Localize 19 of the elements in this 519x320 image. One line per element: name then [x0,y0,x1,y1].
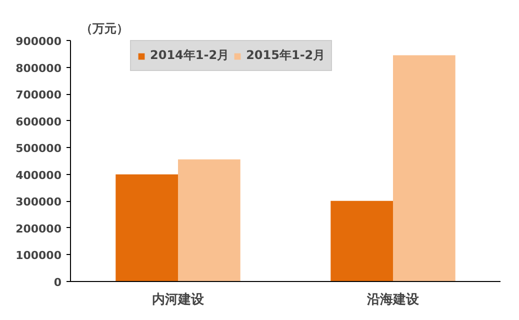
y-tick-label: 200000 [16,222,62,236]
y-axis-title: （万元） [80,22,128,36]
y-tick-label: 300000 [16,196,62,209]
bar [393,55,456,282]
legend-label: 2015年1-2月 [246,47,326,64]
y-tick-label: 900000 [16,35,62,48]
legend-label: 2014年1-2月 [150,47,230,64]
y-tick-label: 400000 [16,168,62,182]
y-tick-label: 800000 [16,62,62,75]
bar [178,159,240,282]
y-tick-label: 100000 [16,249,62,262]
x-tick-label: 内河建设 [152,292,205,308]
bar [116,174,178,282]
bar [330,200,393,282]
y-tick-label: 500000 [16,142,62,156]
y-tick-label: 600000 [16,115,62,128]
y-tick-label: 0 [54,276,62,289]
y-tick-label: 700000 [16,88,62,102]
x-tick-label: 沿海建设 [366,292,420,308]
